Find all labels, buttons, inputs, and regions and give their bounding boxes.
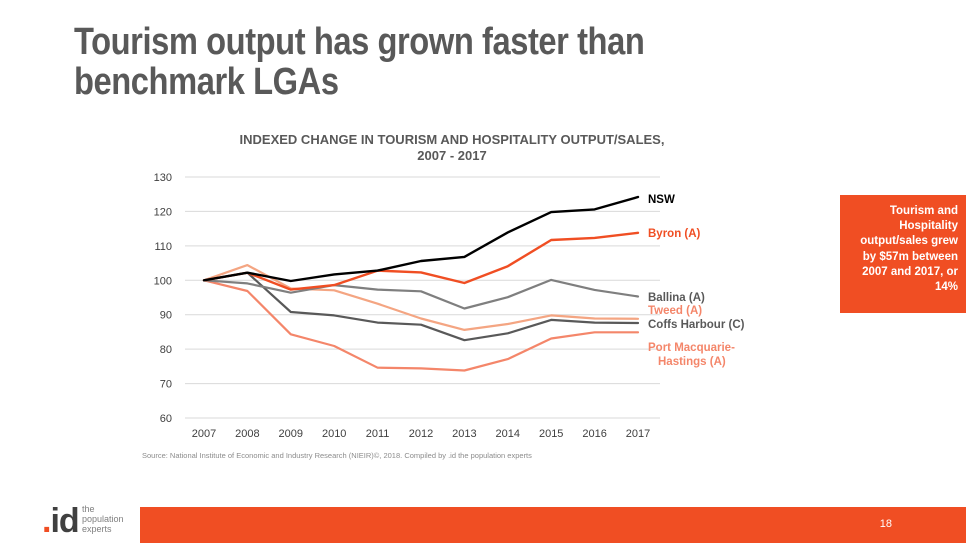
line-chart: 60 70 80 90 100 110 120 130 2007 2008 2009 2010 201… <box>154 172 745 440</box>
series-line-byron-a <box>202 231 640 291</box>
y-tick-label-110: 110 <box>154 241 172 253</box>
x-axis-tick-labels: 2007 2008 2009 2010 2011 2012 2013 2014 2015 2016… <box>192 428 650 440</box>
y-tick-label-60: 60 <box>160 413 172 425</box>
x-tick-label-2008: 2008 <box>235 428 259 440</box>
series-line-coffs-harbour-c <box>202 271 640 342</box>
y-tick-label-80: 80 <box>160 344 172 356</box>
page-number: 18 <box>879 518 892 530</box>
series-line-tweed-a <box>202 264 640 331</box>
y-tick-label-90: 90 <box>160 310 172 322</box>
y-tick-label-70: 70 <box>160 379 172 391</box>
x-tick-label-2010: 2010 <box>322 428 346 440</box>
logo-tagline: the population experts <box>82 504 124 534</box>
chart-title-line-1: INDEXED CHANGE IN TOURISM AND HOSPITALIT… <box>239 132 665 147</box>
slide-title: Tourism output has grown faster than ben… <box>74 21 645 103</box>
y-tick-label-100: 100 <box>154 275 172 287</box>
x-tick-label-2017: 2017 <box>626 428 650 440</box>
series-line-nsw <box>202 195 640 283</box>
series-line-port-macquarie-hastings-a <box>202 279 640 372</box>
x-tick-label-2012: 2012 <box>409 428 433 440</box>
y-axis-tick-labels: 60 70 80 90 100 110 120 130 <box>154 172 172 425</box>
logo-tagline-line-2: population <box>82 514 124 524</box>
footer-bar: 18 <box>140 507 966 543</box>
x-tick-label-2007: 2007 <box>192 428 216 440</box>
series-line-ballina-a <box>202 278 640 310</box>
series-label-ballina-a: Ballina (A) <box>648 292 705 304</box>
series-lines <box>202 195 640 372</box>
logo-tagline-line-1: the <box>82 504 95 514</box>
logo-tagline-line-3: experts <box>82 524 112 534</box>
x-tick-label-2011: 2011 <box>366 428 390 440</box>
series-label-nsw: NSW <box>648 194 675 206</box>
chart-title: INDEXED CHANGE IN TOURISM AND HOSPITALIT… <box>170 132 734 164</box>
x-tick-label-2016: 2016 <box>582 428 606 440</box>
callout-box: Tourism and Hospitality output/sales gre… <box>840 195 966 313</box>
source-note: Source: National Institute of Economic a… <box>142 451 532 460</box>
callout-text: Tourism and Hospitality output/sales gre… <box>860 205 958 294</box>
y-tick-label-130: 130 <box>154 172 172 184</box>
gridlines <box>185 176 660 419</box>
series-labels: NSW Byron (A) Ballina (A)Tweed (A) Coffs Ha… <box>648 194 745 368</box>
x-tick-label-2013: 2013 <box>452 428 476 440</box>
series-label-port-macquarie-hastings-a: Port Macquarie-Hastings (A) <box>648 342 735 368</box>
y-tick-label-120: 120 <box>154 206 172 218</box>
id-logo: .id the population experts <box>42 500 138 543</box>
x-tick-label-2009: 2009 <box>279 428 303 440</box>
series-label-tweed-a: Tweed (A) <box>648 305 702 317</box>
series-label-coffs-harbour-c: Coffs Harbour (C) <box>648 319 745 331</box>
series-label-byron-a: Byron (A) <box>648 228 701 240</box>
x-tick-label-2014: 2014 <box>496 428 520 440</box>
logo-mark: .id <box>42 502 80 540</box>
x-tick-label-2015: 2015 <box>539 428 563 440</box>
chart-title-line-2: 2007 - 2017 <box>417 148 487 163</box>
logo-mark-text: id <box>50 502 79 540</box>
